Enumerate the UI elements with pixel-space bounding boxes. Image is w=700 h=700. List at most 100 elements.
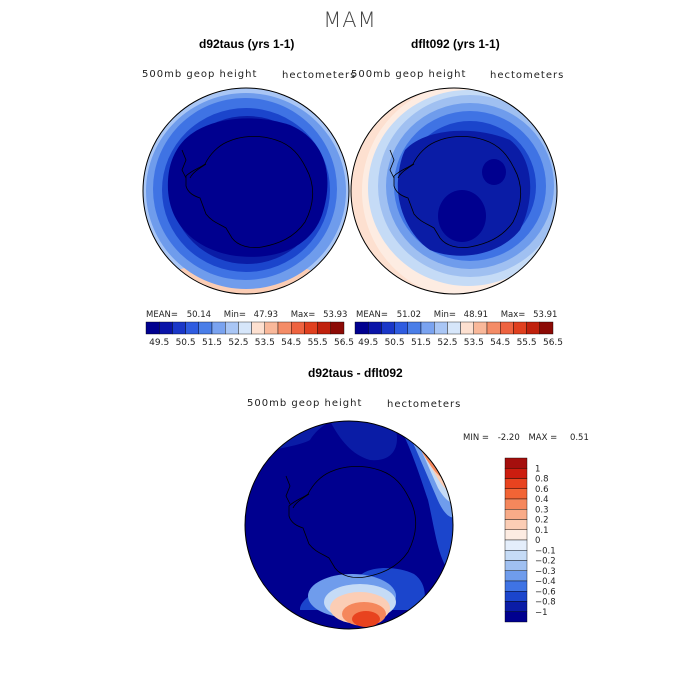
panel3-colorbar-tick: −0.2 [535,557,556,567]
panel3-colorbar-tick: 0.4 [535,495,549,505]
panel3-colorbar-cell [504,468,528,479]
panel1-colorbar-cell [304,321,318,335]
panel3-colorbar-tick: 0.8 [535,475,549,485]
map1 [143,88,349,294]
panel2-colorbar-tick: 54.5 [490,338,510,348]
panel2-stats: MEAN= 51.02 Min= 48.91 Max= 53.91 [356,310,557,320]
map3-coastline [285,466,417,578]
panel2-colorbar-tick: 51.5 [411,338,431,348]
panel3-colorbar-cell [504,611,528,623]
map2-coastline [389,136,522,248]
panel3-max-value: 0.51 [569,433,589,443]
panel2-colorbar-cell [420,321,435,335]
map3 [245,421,453,629]
panel3-units-label: hectometers [387,399,462,410]
panel1-colorbar-tick: 54.5 [281,338,301,348]
panel3-colorbar-cell [504,519,528,530]
map2-outline [350,87,558,295]
panel2-units-label: hectometers [490,70,565,81]
panel1-colorbar-cell [277,321,292,335]
panel1-colorbar-cell [224,321,239,335]
panel2-colorbar-tick: 52.5 [437,338,457,348]
panel3-colorbar: 10.80.60.40.30.20.10−0.1−0.2−0.3−0.4−0.6… [504,457,556,623]
panel1-colorbar-tick: 52.5 [228,338,248,348]
panel1-colorbar-cell [238,321,252,335]
panel2-mean-value: 51.02 [396,310,422,320]
panel2-colorbar-cell [500,321,514,335]
panel3-min-label: MIN = [463,433,490,443]
map2 [351,88,557,294]
panel1-colorbar-cell [145,321,160,335]
panel2-colorbar-cell [526,321,540,335]
panel2-colorbar-cell [447,321,461,335]
panel3-colorbar-cell [504,560,528,571]
panel3-colorbar-cell [504,529,528,541]
panel1-colorbar-cell [291,321,305,335]
panel2-colorbar-cell [434,321,448,335]
panel1-colorbar-cell [251,321,266,335]
panel2-colorbar-tick: 53.5 [464,338,484,348]
panel2-colorbar-cell [368,321,382,335]
panel1-min-value: 47.93 [253,310,279,320]
map1-outline [142,87,350,295]
panel2-min-label: Min= [433,310,456,320]
panel2-colorbar-cell [539,321,554,335]
panel2-colorbar: 49.5 50.5 51.5 52.5 53.5 54.5 55.5 56.5 [354,321,563,348]
panel2-colorbar-cell [513,321,527,335]
panel3-colorbar-tick: −0.8 [535,598,556,608]
panel1-max-value: 53.93 [323,310,348,320]
panel1-colorbar-tick: 49.5 [149,338,169,348]
panel2-min-value: 48.91 [463,310,489,320]
panel3-colorbar-tick: −0.1 [535,546,556,556]
panel3-colorbar-cell [504,498,528,510]
panel3-field-label: 500mb geop height [247,398,363,409]
panel1-min-label: Min= [223,310,246,320]
panel1-colorbar-tick: 56.5 [334,338,354,348]
panel1-colorbar: 49.5 50.5 51.5 52.5 53.5 54.5 55.5 56.5 [145,321,354,348]
panel3-colorbar-tick: −0.3 [535,567,556,577]
panel2-colorbar-tick: 49.5 [358,338,378,348]
panel2-max-value: 53.91 [533,310,558,320]
panel1-mean-label: MEAN= [146,310,178,320]
panel1-colorbar-tick: 55.5 [308,338,328,348]
panel1-colorbar-cell [198,321,213,335]
panel3-colorbar-cell [504,570,528,582]
panel3-colorbar-cell [504,457,528,469]
panel1-colorbar-tick: 51.5 [202,338,222,348]
panel1-colorbar-cell [172,321,186,335]
panel3-colorbar-tick: 1 [535,464,540,474]
panel2-colorbar-cell [381,321,395,335]
panel2-colorbar-cell [486,321,501,335]
panel3-colorbar-tick: 0 [535,536,540,546]
panel2-colorbar-tick: 55.5 [517,338,537,348]
panel3-colorbar-cell [504,580,528,592]
panel1-colorbar-cell [158,321,173,335]
panel1-colorbar-cell [211,321,226,335]
panel1-units-label: hectometers [282,70,357,81]
map3-outline [244,420,454,630]
panel3-stats: MIN = -2.20 MAX = 0.51 [463,433,589,443]
panel3-colorbar-cell [504,488,528,500]
panel2-colorbar-cell [407,321,422,335]
panel2-max-label: Max= [500,310,526,320]
panel3-min-value: -2.20 [497,433,520,443]
panel2-colorbar-cell [394,321,409,335]
panel3-colorbar-cell [504,550,528,561]
panel3-colorbar-cell [504,478,528,489]
panel2-colorbar-tick: 50.5 [385,338,405,348]
panel3-colorbar-tick: 0.3 [535,505,549,515]
panel2-colorbar-tick: 56.5 [543,338,563,348]
panel3-colorbar-cell [504,601,528,612]
panel3-colorbar-cell [504,539,528,551]
panel2-mean-label: MEAN= [356,310,388,320]
panel2-colorbar-cell [354,321,369,335]
panel1-mean-value: 50.14 [186,310,212,320]
panel2-colorbar-cell [460,321,475,335]
panel3-colorbar-tick: 0.1 [535,526,549,536]
panel1-stats: MEAN= 50.14 Min= 47.93 Max= 53.93 [146,310,347,320]
panel3-colorbar-tick: −1 [535,608,548,618]
panel1-field-label: 500mb geop height [142,69,258,80]
panel3-colorbar-tick: 0.2 [535,516,549,526]
figure-title: MAM [323,8,377,32]
